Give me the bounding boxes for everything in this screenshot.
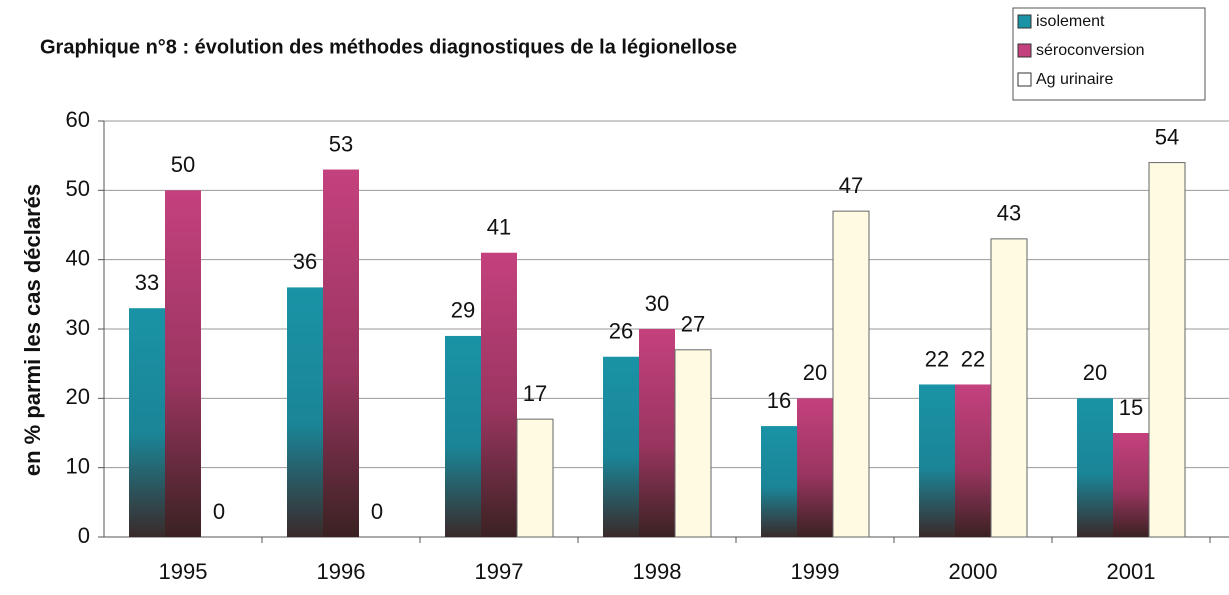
y-tick-label: 20 bbox=[66, 384, 90, 409]
bar bbox=[797, 398, 833, 537]
y-tick-label: 0 bbox=[78, 523, 90, 548]
value-label: 0 bbox=[371, 499, 383, 524]
legend-swatch bbox=[1017, 43, 1032, 58]
bar bbox=[1148, 162, 1186, 538]
value-label: 22 bbox=[961, 346, 985, 371]
x-tick-label: 2000 bbox=[949, 559, 998, 584]
value-label: 22 bbox=[925, 346, 949, 371]
value-label: 36 bbox=[293, 249, 317, 274]
bar bbox=[287, 287, 323, 537]
value-label: 43 bbox=[997, 201, 1021, 226]
value-label: 30 bbox=[645, 291, 669, 316]
x-tick-label: 1995 bbox=[159, 559, 208, 584]
x-tick-label: 2001 bbox=[1107, 559, 1156, 584]
value-label: 20 bbox=[1083, 360, 1107, 385]
bar bbox=[955, 384, 991, 537]
bar bbox=[919, 384, 955, 537]
value-label: 50 bbox=[171, 152, 195, 177]
legend-label: isolement bbox=[1036, 13, 1105, 30]
chart-title: Graphique n°8 : évolution des méthodes d… bbox=[40, 36, 737, 58]
legend-label: Ag urinaire bbox=[1036, 71, 1113, 88]
value-label: 26 bbox=[609, 319, 633, 344]
y-tick-label: 60 bbox=[66, 107, 90, 132]
bar bbox=[129, 308, 165, 537]
value-label: 47 bbox=[839, 173, 863, 198]
y-tick-label: 10 bbox=[66, 453, 90, 478]
value-label: 16 bbox=[767, 388, 791, 413]
bar bbox=[481, 252, 517, 537]
bar bbox=[323, 169, 359, 538]
value-label: 29 bbox=[451, 298, 475, 323]
value-label: 54 bbox=[1155, 124, 1179, 149]
bar bbox=[761, 426, 797, 537]
value-label: 15 bbox=[1119, 395, 1143, 420]
x-tick-label: 1999 bbox=[791, 559, 840, 584]
legend-box bbox=[1012, 7, 1206, 101]
bar bbox=[516, 418, 554, 538]
y-tick-label: 50 bbox=[66, 176, 90, 201]
value-label: 17 bbox=[523, 381, 547, 406]
x-tick-label: 1997 bbox=[475, 559, 524, 584]
bar bbox=[990, 238, 1028, 538]
x-tick-label: 1996 bbox=[317, 559, 366, 584]
bar bbox=[674, 349, 712, 538]
value-label: 41 bbox=[487, 215, 511, 240]
bar bbox=[165, 190, 201, 538]
legend-label: séroconversion bbox=[1036, 42, 1145, 59]
bar bbox=[445, 335, 481, 537]
value-label: 27 bbox=[681, 312, 705, 337]
value-label: 53 bbox=[329, 131, 353, 156]
bar bbox=[1077, 398, 1113, 537]
bar bbox=[832, 210, 870, 538]
value-label: 33 bbox=[135, 270, 159, 295]
legend-swatch bbox=[1017, 72, 1032, 87]
x-tick-label: 1998 bbox=[633, 559, 682, 584]
bar bbox=[603, 356, 639, 537]
value-label: 20 bbox=[803, 360, 827, 385]
legend-swatch bbox=[1017, 14, 1032, 29]
value-label: 0 bbox=[213, 499, 225, 524]
y-axis-label: en % parmi les cas déclarés bbox=[20, 184, 45, 476]
y-tick-label: 40 bbox=[66, 245, 90, 270]
bar bbox=[639, 329, 675, 537]
bar bbox=[1113, 433, 1149, 537]
y-tick-label: 30 bbox=[66, 315, 90, 340]
